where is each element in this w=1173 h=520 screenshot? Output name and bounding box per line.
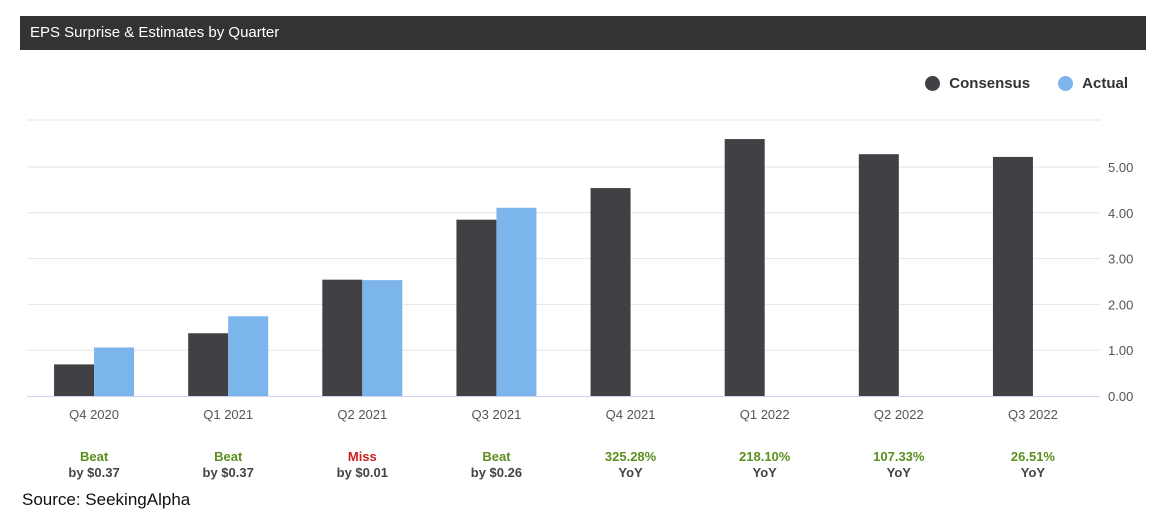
- bar-consensus-q2-2022: [858, 154, 899, 396]
- bar-consensus-q3-2021: [456, 219, 497, 396]
- bar-consensus-q2-2021: [322, 279, 363, 396]
- surprise-detail: by $0.37: [68, 465, 119, 480]
- x-tick-label: Q1 2021: [203, 407, 253, 422]
- surprise-status: Beat: [80, 449, 109, 464]
- bar-actual-q4-2020: [94, 347, 135, 396]
- x-tick-label: Q2 2021: [337, 407, 387, 422]
- surprise-detail: by $0.01: [337, 465, 388, 480]
- y-tick-label: 5.00: [1108, 160, 1133, 175]
- chart-title: EPS Surprise & Estimates by Quarter: [30, 24, 280, 41]
- bar-consensus-q1-2021: [188, 333, 229, 396]
- surprise-status: Miss: [348, 449, 377, 464]
- x-tick-label: Q4 2020: [69, 407, 119, 422]
- surprise-detail: YoY: [753, 465, 778, 480]
- surprise-status: 325.28%: [605, 449, 657, 464]
- surprise-status: 26.51%: [1011, 449, 1056, 464]
- x-tick-label: Q3 2022: [1008, 407, 1058, 422]
- x-tick-label: Q2 2022: [874, 407, 924, 422]
- surprise-detail: YoY: [1021, 465, 1046, 480]
- legend-label-actual: Actual: [1082, 75, 1128, 92]
- bar-actual-q1-2021: [228, 316, 269, 396]
- bar-consensus-q4-2020: [54, 364, 95, 396]
- x-tick-label: Q3 2021: [472, 407, 522, 422]
- source-note: Source: SeekingAlpha: [22, 490, 191, 509]
- bar-actual-q2-2021: [362, 280, 403, 396]
- bar-consensus-q1-2022: [724, 139, 765, 396]
- x-tick-label: Q1 2022: [740, 407, 790, 422]
- y-tick-label: 4.00: [1108, 206, 1133, 221]
- surprise-status: 107.33%: [873, 449, 925, 464]
- bar-actual-q3-2021: [496, 207, 537, 396]
- surprise-detail: YoY: [618, 465, 643, 480]
- legend-marker-actual: [1058, 76, 1074, 91]
- x-tick-label: Q4 2021: [606, 407, 656, 422]
- surprise-detail: by $0.26: [471, 465, 522, 480]
- surprise-status: Beat: [214, 449, 243, 464]
- legend-item-consensus[interactable]: Consensus: [925, 75, 1030, 92]
- surprise-detail: YoY: [887, 465, 912, 480]
- y-tick-label: 0.00: [1108, 389, 1133, 404]
- bar-consensus-q3-2022: [992, 156, 1033, 396]
- y-tick-label: 1.00: [1108, 343, 1133, 358]
- surprise-detail: by $0.37: [203, 465, 254, 480]
- bar-consensus-q4-2021: [590, 188, 631, 396]
- legend-label-consensus: Consensus: [949, 75, 1031, 92]
- surprise-status: Beat: [482, 449, 511, 464]
- legend-marker-consensus: [925, 76, 941, 91]
- chart-header: EPS Surprise & Estimates by Quarter: [20, 16, 1146, 50]
- y-tick-label: 2.00: [1108, 297, 1133, 312]
- chart-legend: Consensus Actual: [925, 75, 1128, 92]
- legend-item-actual[interactable]: Actual: [1058, 75, 1128, 92]
- surprise-status: 218.10%: [739, 449, 791, 464]
- y-tick-label: 3.00: [1108, 252, 1133, 267]
